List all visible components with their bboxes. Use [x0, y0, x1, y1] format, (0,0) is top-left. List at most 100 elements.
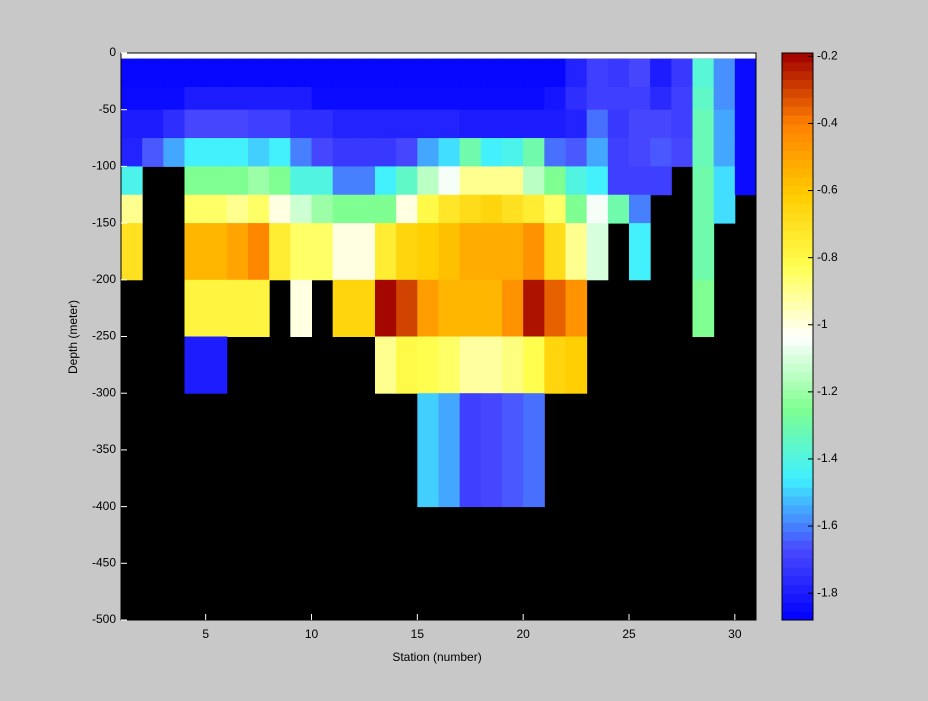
heatmap-cell [269, 194, 291, 224]
heatmap-cell [523, 138, 545, 167]
y-tick-label: -50 [99, 102, 117, 116]
heatmap-cell [205, 138, 228, 167]
heatmap-cell [353, 109, 376, 139]
colorbar-tick-label: -0.2 [817, 49, 838, 63]
y-tick-label: -100 [92, 159, 116, 173]
heatmap-cell [438, 223, 461, 281]
x-tick-label: 10 [305, 627, 319, 641]
heatmap-cell [396, 166, 418, 196]
heatmap-cell [502, 87, 524, 111]
heatmap-cell [248, 223, 270, 281]
heatmap-cell [417, 138, 439, 167]
colorbar-swatch [782, 141, 813, 151]
heatmap-cell [417, 393, 439, 508]
colorbar-swatch [782, 336, 813, 346]
heatmap-cell [544, 336, 566, 394]
heatmap-cell [226, 194, 249, 224]
heatmap-cell [269, 58, 291, 88]
heatmap-cell [565, 336, 588, 394]
heatmap-cell [586, 166, 609, 196]
colorbar-swatch [782, 469, 813, 479]
heatmap-cell [248, 138, 270, 167]
heatmap-cell [692, 223, 715, 281]
y-tick-label: 0 [109, 45, 116, 59]
heatmap-cell [290, 223, 312, 281]
heatmap-cell [205, 166, 228, 196]
heatmap-cell [184, 194, 207, 224]
heatmap-cell [353, 138, 376, 167]
heatmap-cell [205, 336, 228, 394]
heatmap-cell [586, 109, 609, 139]
colorbar-swatch [782, 575, 813, 586]
y-tick-label: -500 [92, 612, 116, 626]
heatmap-cell [311, 58, 334, 88]
heatmap-cell [438, 138, 461, 167]
heatmap-cell [353, 223, 376, 281]
heatmap-cell [502, 194, 524, 224]
colorbar-tick-label: -1.8 [817, 585, 838, 599]
heatmap-cell [121, 109, 143, 139]
colorbar-swatch [782, 602, 813, 612]
heatmap-cell [692, 109, 715, 139]
colorbar-swatch [782, 159, 813, 169]
colorbar-swatch [782, 363, 813, 373]
heatmap-cell [480, 279, 503, 337]
heatmap-cell [523, 166, 545, 196]
x-tick-label: 30 [728, 627, 742, 641]
colorbar-swatch [782, 531, 813, 541]
colorbar-swatch [782, 549, 813, 559]
colorbar-swatch [782, 203, 813, 213]
heatmap-cell [375, 138, 397, 167]
heatmap-cell [692, 279, 715, 337]
heatmap-cell [226, 58, 249, 88]
colorbar-swatch [782, 150, 813, 160]
heatmap-cell [544, 138, 566, 167]
heatmap-cell [375, 87, 397, 111]
heatmap-cell [121, 223, 143, 281]
heatmap-cell [205, 87, 228, 111]
heatmap-cell [692, 87, 715, 111]
colorbar-tick-label: -0.4 [817, 116, 838, 130]
heatmap-cell [459, 393, 482, 508]
heatmap-cell [544, 194, 566, 224]
heatmap-cell [269, 166, 291, 196]
colorbar-swatch [782, 416, 813, 426]
colorbar-swatch [782, 460, 813, 470]
heatmap-cell [459, 336, 482, 394]
heatmap-cell [629, 166, 651, 196]
y-tick-label: -350 [92, 442, 116, 456]
heatmap-cell [629, 109, 651, 139]
heatmap-cell [480, 87, 503, 111]
colorbar-swatch [782, 433, 813, 444]
heatmap-cell [480, 194, 503, 224]
colorbar-swatch [782, 221, 813, 231]
heatmap-cell [353, 279, 376, 337]
heatmap-cell [438, 336, 461, 394]
heatmap-cell [184, 58, 207, 88]
heatmap-cell [205, 279, 228, 337]
colorbar-swatch [782, 318, 813, 329]
heatmap-cell [353, 194, 376, 224]
colorbar-swatch [782, 274, 813, 284]
x-tick-label: 15 [411, 627, 425, 641]
heatmap-cell [438, 194, 461, 224]
heatmap-cell [438, 87, 461, 111]
heatmap-cell [523, 336, 545, 394]
heatmap-cell [544, 166, 566, 196]
colorbar-swatch [782, 584, 813, 594]
heatmap-cell [184, 138, 207, 167]
heatmap-cell [375, 166, 397, 196]
heatmap-cell [375, 58, 397, 88]
heatmap-cell [480, 393, 503, 508]
heatmap-cell [396, 194, 418, 224]
heatmap-cell [629, 87, 651, 111]
colorbar-tick-label: -1 [817, 317, 828, 331]
colorbar-swatch [782, 354, 813, 364]
heatmap-cell [269, 87, 291, 111]
colorbar-swatch [782, 593, 813, 603]
heatmap-cell [311, 109, 334, 139]
heatmap-cell [650, 87, 672, 111]
heatmap-cell [226, 279, 249, 337]
heatmap-cell [586, 223, 609, 281]
heatmap-cell [480, 336, 503, 394]
